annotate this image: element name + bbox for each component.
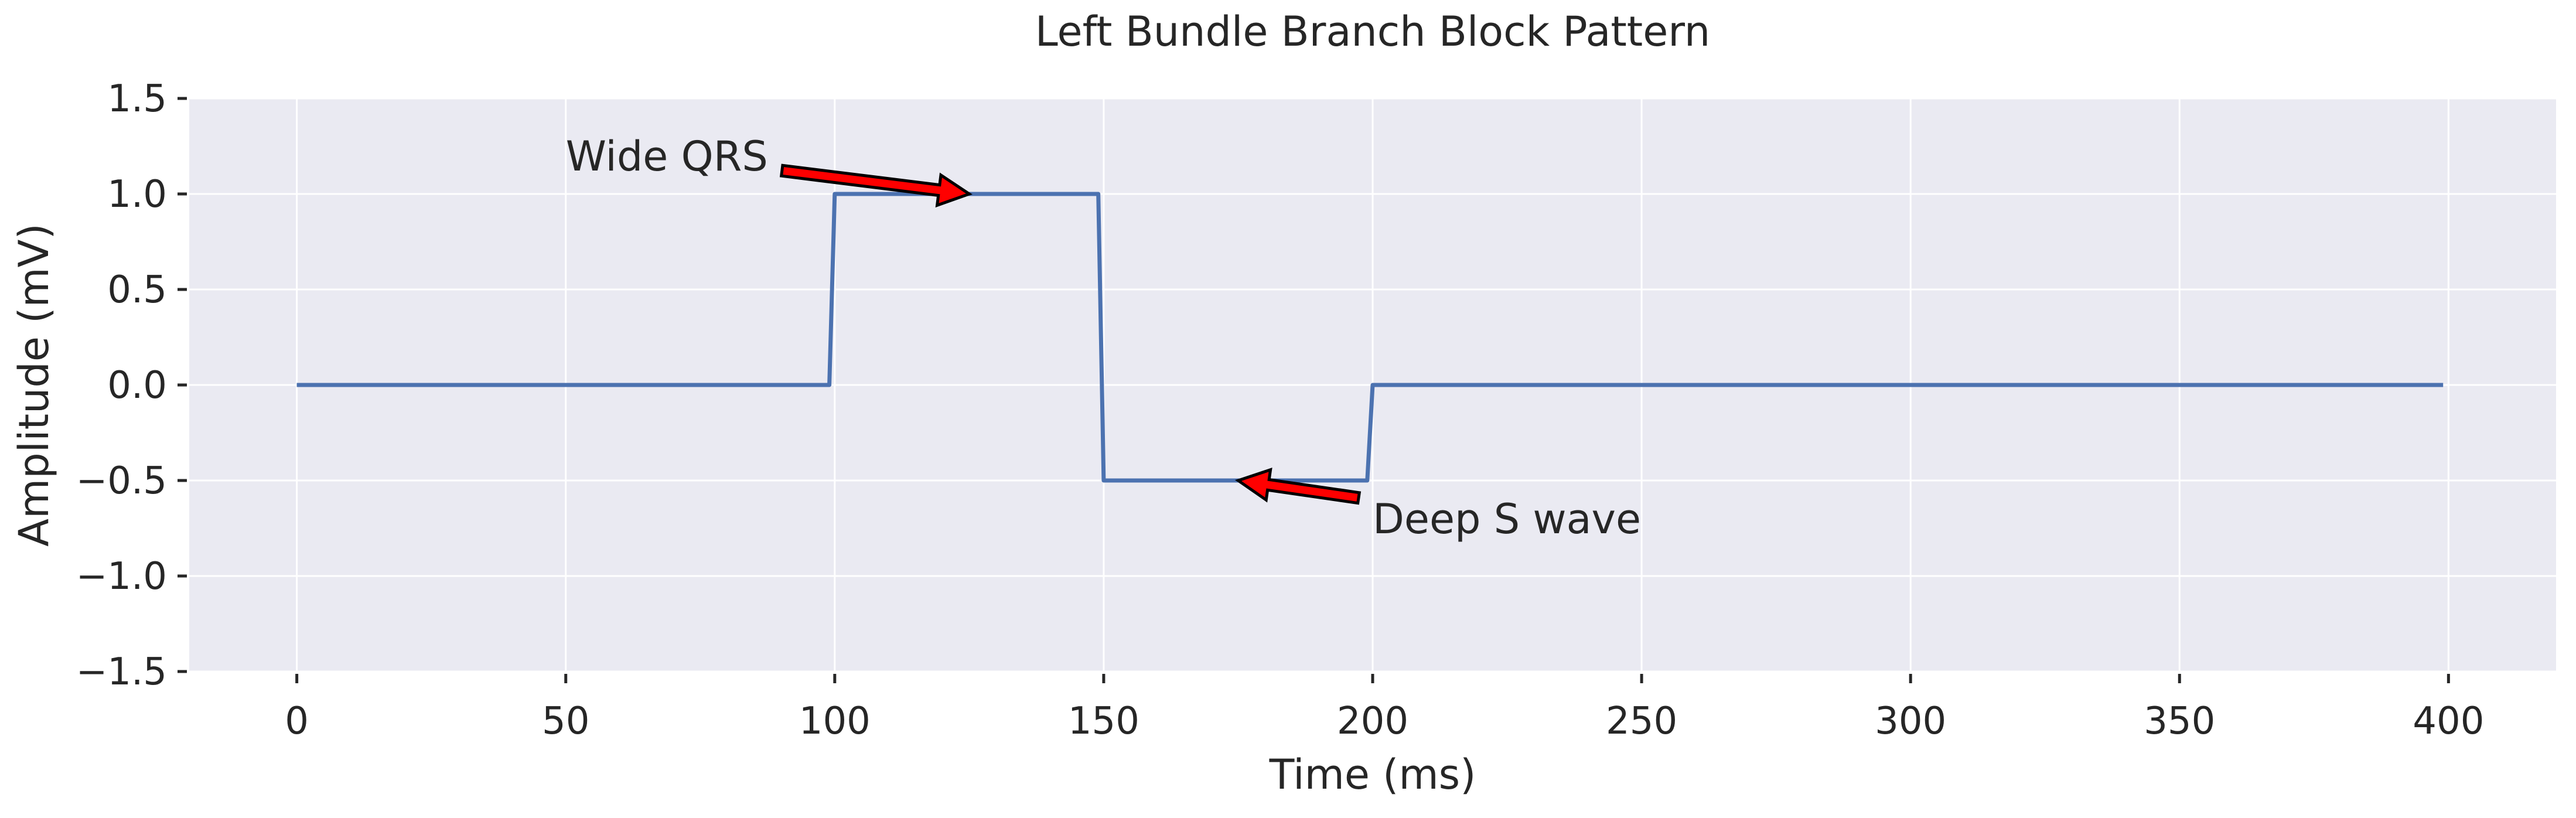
x-tick-label: 300 (1875, 700, 1946, 743)
y-tick-label: 1.5 (107, 77, 167, 121)
annotation-arrow (779, 163, 973, 208)
annotation-label: Deep S wave (1373, 495, 1641, 543)
y-tick-label: −1.0 (76, 555, 167, 598)
ecg-trace-line (296, 192, 2444, 483)
y-axis-ticks: −1.5 −1.0 −0.5 0.0 0.5 1.0 1.5 (76, 77, 187, 694)
annotation-label: Wide QRS (566, 132, 768, 180)
x-axis-label: Time (ms) (1269, 751, 1476, 799)
x-tick-label: 0 (285, 700, 309, 743)
annotation-arrow (1234, 468, 1362, 505)
x-tick-label: 250 (1606, 700, 1677, 743)
x-tick-label: 400 (2413, 700, 2484, 743)
annotations: Wide QRS Deep S wave (566, 132, 1641, 543)
chart-title: Left Bundle Branch Block Pattern (1035, 8, 1710, 56)
series-lines (296, 192, 2444, 483)
y-tick-label: 1.0 (107, 173, 167, 216)
y-axis-label: Amplitude (mV) (10, 223, 58, 547)
y-tick-label: 0.0 (107, 364, 167, 407)
x-tick-label: 150 (1068, 700, 1139, 743)
y-tick-label: 0.5 (107, 268, 167, 312)
x-tick-label: 100 (799, 700, 871, 743)
x-tick-label: 50 (542, 700, 589, 743)
x-tick-label: 200 (1337, 700, 1408, 743)
y-tick-label: −0.5 (76, 459, 167, 503)
y-tick-label: −1.5 (76, 650, 167, 694)
x-tick-label: 350 (2144, 700, 2215, 743)
x-axis-ticks: 0 50 100 150 200 250 300 350 400 (285, 674, 2484, 743)
